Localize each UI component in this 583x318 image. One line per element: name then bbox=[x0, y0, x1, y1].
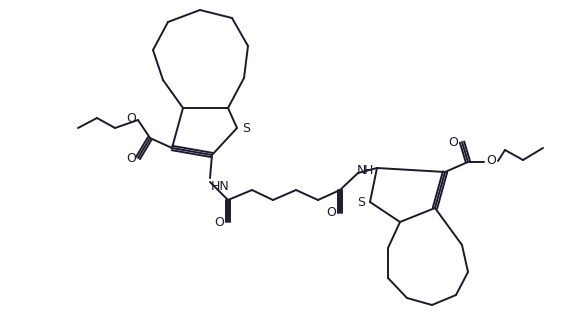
Text: O: O bbox=[448, 135, 458, 149]
Text: O: O bbox=[126, 113, 136, 126]
Text: S: S bbox=[357, 197, 365, 210]
Text: O: O bbox=[126, 151, 136, 164]
Text: O: O bbox=[214, 216, 224, 229]
Text: HN: HN bbox=[211, 179, 230, 192]
Text: S: S bbox=[242, 121, 250, 135]
Text: O: O bbox=[326, 206, 336, 219]
Text: N: N bbox=[357, 164, 366, 177]
Text: O: O bbox=[486, 155, 496, 168]
Text: H: H bbox=[364, 164, 373, 177]
